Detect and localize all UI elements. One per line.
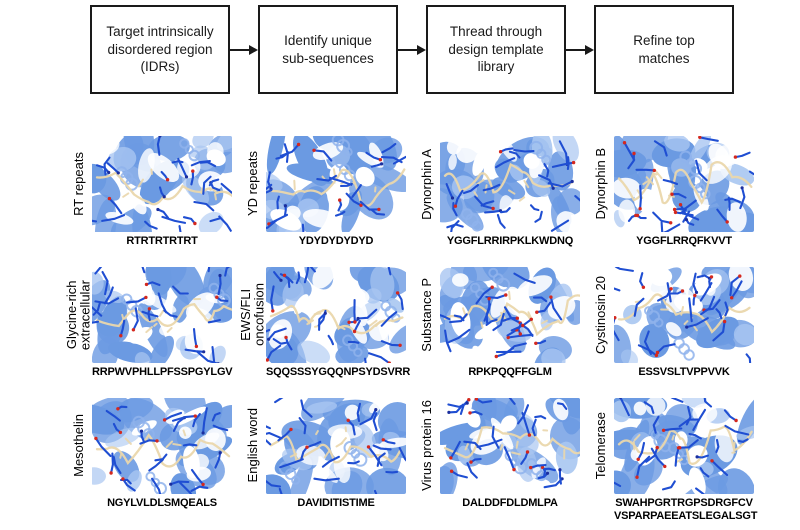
structure-image: [92, 266, 232, 363]
protein-structure-art: [440, 397, 580, 494]
structure-image: [614, 266, 754, 363]
panel-sequence: SWAHPGRTRGPSDRGFCV VSPARPAEEATSLEGALSGT: [614, 496, 758, 523]
panel-body: RTRTRTRTRT: [92, 136, 232, 249]
panel-label: Substance P: [419, 277, 435, 352]
panel-label-column: Telomerase: [588, 398, 614, 494]
structure-image: [266, 397, 406, 494]
panel-label-column: Mesothelin: [66, 398, 92, 494]
panel-label: Virus protein 16: [419, 400, 435, 491]
panel-label-column: Cystinosin 20: [588, 267, 614, 363]
structure-panel: Glycine-rich extracellular RRPWVPHLLPFSS…: [64, 266, 233, 380]
arrow-right-icon: [398, 5, 426, 94]
protein-structure-art: [92, 397, 232, 494]
panel-label: Glycine-rich extracellular: [64, 279, 93, 350]
flowchart-step-label: Target intrinsically disordered region (…: [106, 23, 214, 75]
structure-panel: Virus protein 16 DALDDFDLDMLPA: [414, 397, 580, 525]
flowchart-step-label: Identify unique sub-sequences: [282, 32, 374, 66]
panel-label: Dynorphin A: [419, 148, 435, 220]
panel-label: Mesothelin: [71, 414, 87, 477]
panel-sequence: YGGFLRRIRPKLKWDNQ: [446, 235, 574, 247]
structure-panel: Dynorphin A YGGFLRRIRPKLKWDNQ: [414, 136, 580, 249]
panel-sequence: ESSVSLTVPPVVK: [638, 365, 730, 378]
panel-body: NGYLVLDLSMQEALS: [92, 397, 232, 525]
panel-sequence: RTRTRTRTRT: [126, 235, 198, 247]
structure-panel: Substance P RPKPQQFFGLM: [414, 266, 580, 380]
protein-structure-art: [440, 136, 580, 232]
panel-label-column: YD repeats: [240, 136, 266, 232]
panel-body: RPKPQQFFGLM: [440, 266, 580, 380]
panel-label: English word: [245, 408, 261, 483]
panel-label-column: Substance P: [414, 267, 440, 363]
flowchart-step: Target intrinsically disordered region (…: [90, 5, 230, 94]
panel-label: Dynorphin B: [593, 148, 609, 220]
panel-body: DAVIDITISTIME: [266, 397, 406, 525]
panel-label: RT repeats: [71, 152, 87, 216]
panel-label-column: Glycine-rich extracellular: [64, 267, 93, 363]
structure-image: [440, 397, 580, 494]
protein-structure-art: [614, 397, 754, 494]
structure-panel: Telomerase SWAHPGRTRGPSDRGFCV VSPARPAEEA…: [588, 397, 758, 525]
panel-label: Telomerase: [593, 411, 609, 480]
panel-label-column: English word: [240, 398, 266, 494]
panel-sequence: YDYDYDYDYD: [298, 235, 374, 247]
protein-structure-art: [266, 266, 406, 363]
structure-panel: English word DAVIDITISTIME: [240, 397, 406, 525]
structure-panel: Dynorphin B YGGFLRRQFKVVT: [588, 136, 754, 249]
protein-structure-art: [266, 397, 406, 494]
panel-body: SWAHPGRTRGPSDRGFCV VSPARPAEEATSLEGALSGT: [614, 397, 758, 525]
panel-sequence: YGGFLRRQFKVVT: [636, 235, 732, 247]
protein-structure-art: [614, 266, 754, 363]
flowchart-step: Thread through design template library: [426, 5, 566, 94]
structure-panel: YD repeats YDYDYDYDYD: [240, 136, 406, 249]
structure-image: [614, 136, 754, 232]
panel-body: ESSVSLTVPPVVK: [614, 266, 754, 380]
panel-label: EWS/FLI oncofusion: [238, 283, 267, 347]
panel-sequence: SQQSSSYGQQNPSYDSVRR: [266, 365, 411, 378]
structure-grid: RT repeats RTRTRTRTRT YD repeats YDYDYDY…: [64, 136, 800, 525]
panel-body: YGGFLRRIRPKLKWDNQ: [440, 136, 580, 249]
panel-sequence: DALDDFDLDMLPA: [462, 496, 558, 509]
flowchart-step-label: Thread through design template library: [448, 23, 544, 75]
panel-label-column: Dynorphin A: [414, 136, 440, 232]
panel-label-column: Virus protein 16: [414, 398, 440, 494]
protein-structure-art: [614, 136, 754, 232]
protein-structure-art: [440, 266, 580, 363]
flowchart-step-label: Refine top matches: [633, 32, 695, 66]
panel-body: YGGFLRRQFKVVT: [614, 136, 754, 249]
structure-image: [266, 136, 406, 232]
panel-label: Cystinosin 20: [593, 275, 609, 354]
panel-label: YD repeats: [245, 151, 261, 217]
protein-structure-art: [92, 136, 232, 232]
structure-image: [614, 397, 754, 494]
panel-sequence: NGYLVLDLSMQEALS: [107, 496, 217, 509]
panel-label-column: EWS/FLI oncofusion: [238, 267, 267, 363]
panel-sequence: DAVIDITISTIME: [297, 496, 375, 509]
workflow-flowchart: Target intrinsically disordered region (…: [90, 5, 736, 94]
protein-structure-art: [266, 136, 406, 232]
structure-panel: Cystinosin 20 ESSVSLTVPPVVK: [588, 266, 754, 380]
panel-sequence: RRPWVPHLLPFSSPGYLGV: [92, 365, 233, 378]
flowchart-step: Refine top matches: [594, 5, 734, 94]
flowchart-step: Identify unique sub-sequences: [258, 5, 398, 94]
structure-panel: RT repeats RTRTRTRTRT: [66, 136, 232, 249]
panel-body: SQQSSSYGQQNPSYDSVRR: [266, 266, 411, 380]
structure-image: [92, 136, 232, 232]
panel-body: RRPWVPHLLPFSSPGYLGV: [92, 266, 233, 380]
panel-sequence: RPKPQQFFGLM: [468, 365, 552, 378]
panel-label-column: RT repeats: [66, 136, 92, 232]
panel-label-column: Dynorphin B: [588, 136, 614, 232]
structure-image: [440, 266, 580, 363]
structure-panel: Mesothelin NGYLVLDLSMQEALS: [66, 397, 232, 525]
panel-body: YDYDYDYDYD: [266, 136, 406, 249]
protein-structure-art: [92, 266, 232, 363]
arrow-right-icon: [230, 5, 258, 94]
structure-image: [92, 397, 232, 494]
panel-body: DALDDFDLDMLPA: [440, 397, 580, 525]
structure-panel: EWS/FLI oncofusion SQQSSSYGQQNPSYDSVRR: [238, 266, 411, 380]
structure-image: [266, 266, 406, 363]
structure-image: [440, 136, 580, 232]
arrow-right-icon: [566, 5, 594, 94]
